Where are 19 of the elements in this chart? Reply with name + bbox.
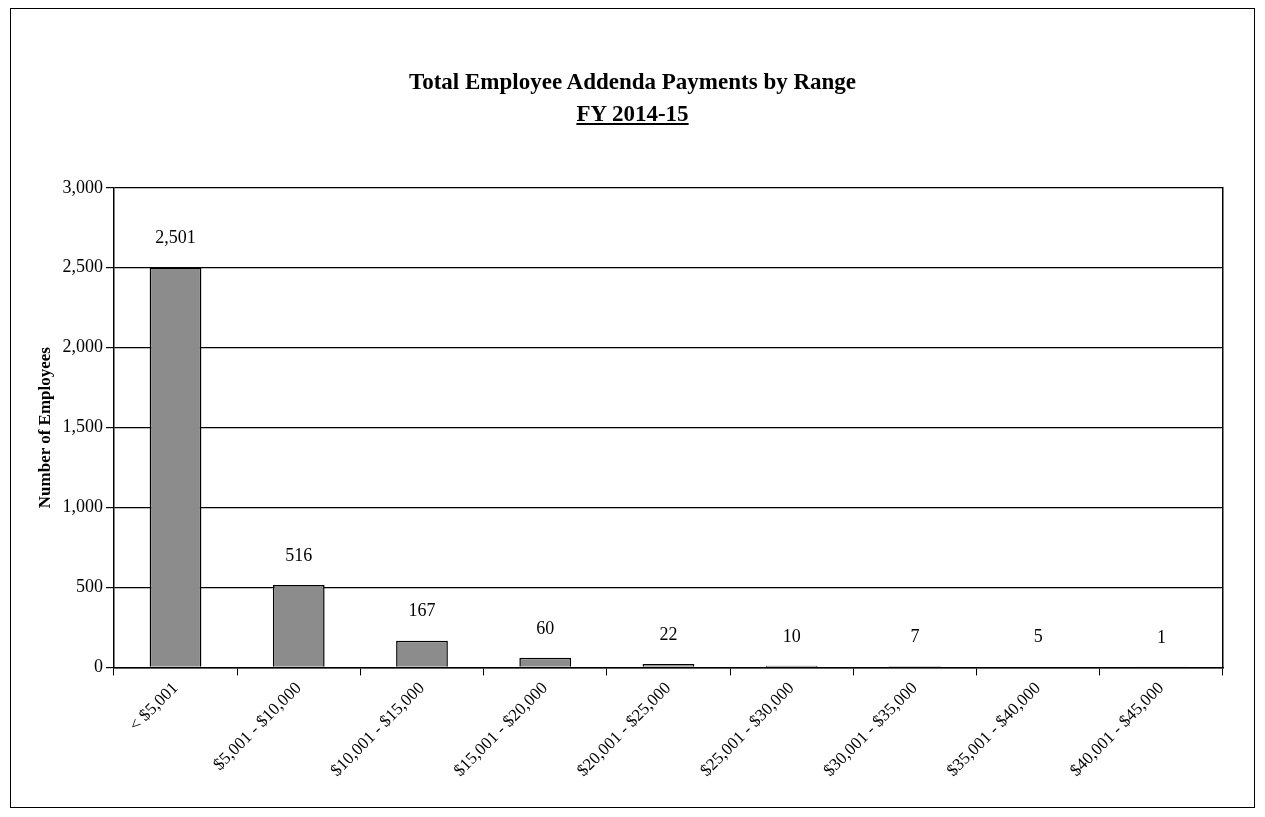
data-label: 1 xyxy=(1156,627,1166,647)
y-tick-label: 2,000 xyxy=(62,336,103,357)
y-tick-label: 2,500 xyxy=(62,256,103,277)
y-tick-label: 0 xyxy=(93,656,103,677)
data-label: 60 xyxy=(536,617,555,638)
y-tick-label: 1,500 xyxy=(62,416,103,437)
y-tick-label: 1,000 xyxy=(62,496,103,517)
data-label: 22 xyxy=(659,623,678,644)
data-label: 516 xyxy=(285,544,313,565)
data-label: 10 xyxy=(782,625,801,646)
y-tick-label: 3,000 xyxy=(62,176,103,197)
data-label: 2,501 xyxy=(155,227,196,248)
chart-subtitle: FY 2014-15 xyxy=(576,101,689,126)
data-label: 167 xyxy=(408,600,436,621)
y-tick-label: 500 xyxy=(75,576,103,597)
y-axis-title: Number of Employees xyxy=(34,346,54,509)
data-label: 7 xyxy=(910,626,920,647)
data-label: 5 xyxy=(1033,626,1043,647)
chart-title: Total Employee Addenda Payments by Range xyxy=(407,69,858,95)
